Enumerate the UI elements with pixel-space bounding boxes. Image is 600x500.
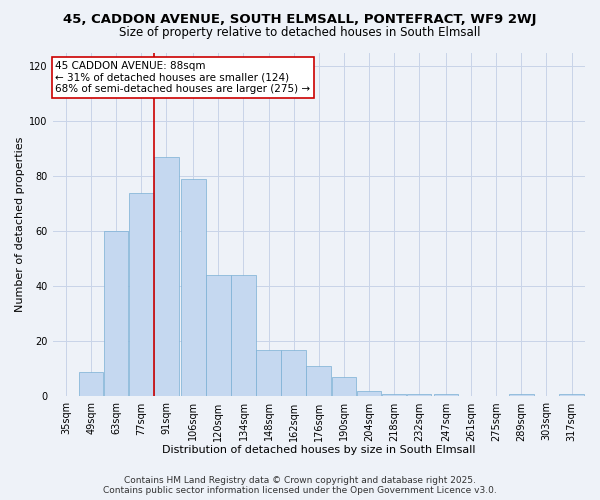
Bar [104, 232, 128, 396]
Bar [509, 394, 533, 396]
Bar [79, 372, 103, 396]
Bar [407, 394, 431, 396]
Text: 45 CADDON AVENUE: 88sqm
← 31% of detached houses are smaller (124)
68% of semi-d: 45 CADDON AVENUE: 88sqm ← 31% of detache… [55, 61, 310, 94]
Bar [256, 350, 281, 397]
Bar [181, 179, 206, 396]
Bar [307, 366, 331, 396]
Bar [382, 394, 406, 396]
Y-axis label: Number of detached properties: Number of detached properties [15, 137, 25, 312]
Bar [231, 276, 256, 396]
Bar [356, 391, 381, 396]
Bar [281, 350, 306, 397]
Bar [206, 276, 230, 396]
Text: 45, CADDON AVENUE, SOUTH ELMSALL, PONTEFRACT, WF9 2WJ: 45, CADDON AVENUE, SOUTH ELMSALL, PONTEF… [63, 12, 537, 26]
Bar [332, 377, 356, 396]
Bar [154, 157, 179, 396]
X-axis label: Distribution of detached houses by size in South Elmsall: Distribution of detached houses by size … [162, 445, 476, 455]
Bar [434, 394, 458, 396]
Bar [559, 394, 584, 396]
Bar [129, 193, 154, 396]
Text: Contains HM Land Registry data © Crown copyright and database right 2025.
Contai: Contains HM Land Registry data © Crown c… [103, 476, 497, 495]
Text: Size of property relative to detached houses in South Elmsall: Size of property relative to detached ho… [119, 26, 481, 39]
